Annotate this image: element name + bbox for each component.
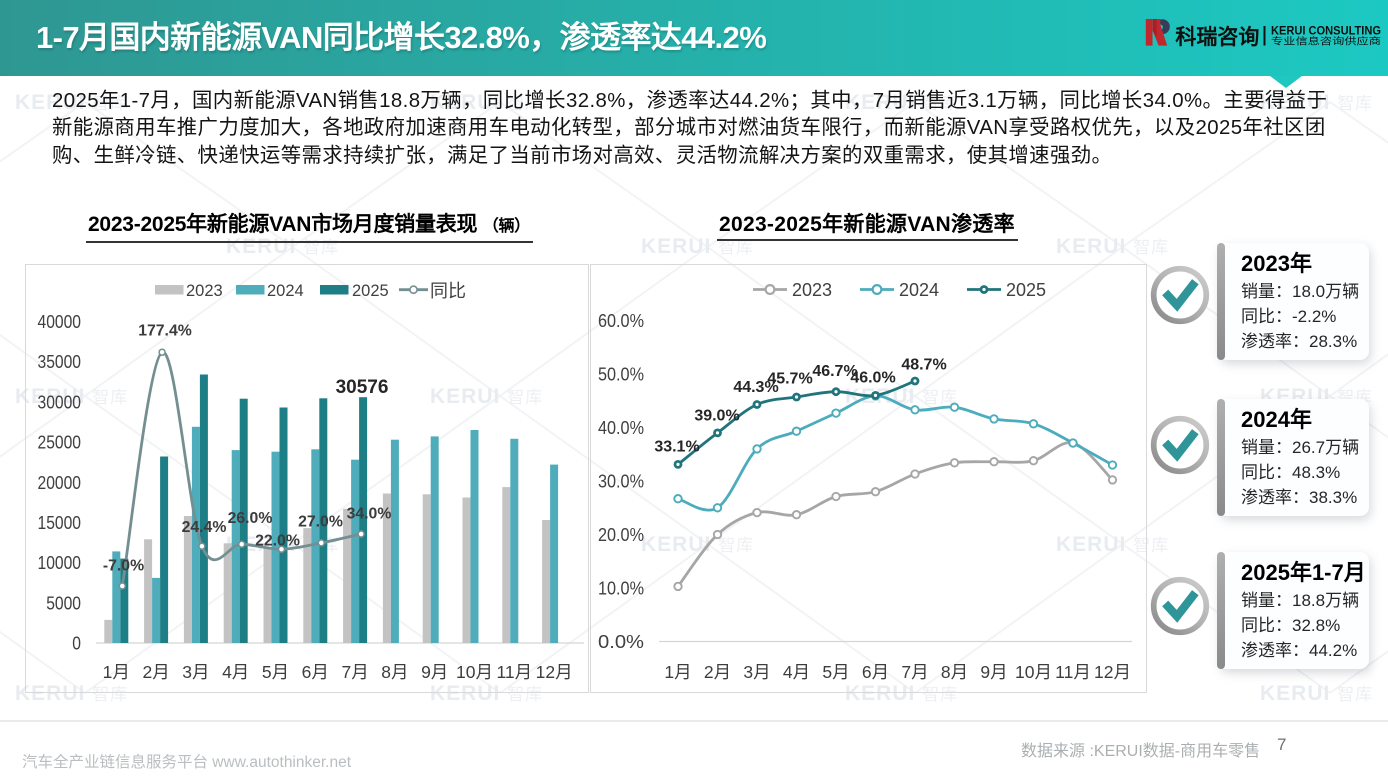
svg-text:30576: 30576 <box>336 377 389 398</box>
svg-text:11月: 11月 <box>1055 662 1091 682</box>
svg-text:2024: 2024 <box>899 280 939 300</box>
svg-text:同比: 同比 <box>430 281 466 301</box>
svg-text:8月: 8月 <box>381 662 408 682</box>
svg-text:0.0%: 0.0% <box>598 631 644 652</box>
svg-text:10月: 10月 <box>456 662 493 682</box>
svg-text:2月: 2月 <box>704 662 731 682</box>
svg-text:5月: 5月 <box>822 662 849 682</box>
svg-text:2025: 2025 <box>352 282 389 300</box>
svg-text:33.1%: 33.1% <box>654 439 699 456</box>
svg-text:8月: 8月 <box>941 662 968 682</box>
svg-text:9月: 9月 <box>980 662 1007 682</box>
svg-text:6月: 6月 <box>302 662 329 682</box>
svg-text:2025: 2025 <box>1006 280 1046 300</box>
svg-text:4月: 4月 <box>783 662 810 682</box>
svg-text:44.3%: 44.3% <box>733 379 778 396</box>
svg-text:30.0%: 30.0% <box>598 471 644 492</box>
svg-text:0: 0 <box>72 633 81 654</box>
svg-text:6月: 6月 <box>862 662 889 682</box>
svg-text:-7.0%: -7.0% <box>103 558 144 575</box>
svg-text:7月: 7月 <box>901 662 928 682</box>
svg-text:20000: 20000 <box>38 472 82 493</box>
svg-text:40000: 40000 <box>38 311 82 332</box>
svg-text:9月: 9月 <box>421 662 448 682</box>
svg-text:KERUI CONSULTING: KERUI CONSULTING <box>1271 26 1381 38</box>
svg-text:10月: 10月 <box>1015 662 1052 682</box>
svg-text:12月: 12月 <box>1094 662 1131 682</box>
svg-text:1月: 1月 <box>103 662 130 682</box>
svg-text:60.0%: 60.0% <box>598 310 644 331</box>
svg-text:KERUI 智库: KERUI 智库 <box>1056 235 1169 258</box>
svg-text:39.0%: 39.0% <box>694 408 739 425</box>
svg-text:5月: 5月 <box>262 662 289 682</box>
svg-text:7月: 7月 <box>341 662 368 682</box>
svg-text:20.0%: 20.0% <box>598 524 644 545</box>
svg-text:2024: 2024 <box>267 282 304 300</box>
svg-text:2023: 2023 <box>186 282 223 300</box>
svg-text:27.0%: 27.0% <box>298 514 343 531</box>
svg-text:46.7%: 46.7% <box>812 363 857 380</box>
svg-text:专业信息咨询供应商: 专业信息咨询供应商 <box>1271 36 1381 48</box>
svg-text:5000: 5000 <box>46 592 81 613</box>
svg-text:3月: 3月 <box>182 662 209 682</box>
svg-text:10000: 10000 <box>38 552 82 573</box>
svg-text:22.0%: 22.0% <box>255 533 300 550</box>
svg-text:2月: 2月 <box>142 662 169 682</box>
svg-text:50.0%: 50.0% <box>598 364 644 385</box>
svg-text:24.4%: 24.4% <box>182 519 227 536</box>
svg-text:48.7%: 48.7% <box>901 357 946 374</box>
svg-text:科瑞咨询: 科瑞咨询 <box>1175 25 1259 49</box>
svg-text:26.0%: 26.0% <box>228 510 273 527</box>
svg-text:25000: 25000 <box>38 432 82 453</box>
svg-text:45.7%: 45.7% <box>767 371 812 388</box>
svg-text:KERUI 智库: KERUI 智库 <box>1260 682 1373 705</box>
svg-text:35000: 35000 <box>38 351 82 372</box>
svg-text:46.0%: 46.0% <box>850 370 895 387</box>
svg-text:30000: 30000 <box>38 391 82 412</box>
svg-text:15000: 15000 <box>38 512 82 533</box>
svg-text:11月: 11月 <box>496 662 532 682</box>
svg-text:4月: 4月 <box>222 662 249 682</box>
svg-text:40.0%: 40.0% <box>598 417 644 438</box>
svg-text:3月: 3月 <box>743 662 770 682</box>
svg-text:34.0%: 34.0% <box>347 506 392 523</box>
svg-text:2023: 2023 <box>792 280 832 300</box>
svg-text:10.0%: 10.0% <box>598 578 644 599</box>
svg-text:177.4%: 177.4% <box>138 323 192 340</box>
svg-text:1月: 1月 <box>664 662 691 682</box>
svg-text:12月: 12月 <box>536 662 573 682</box>
